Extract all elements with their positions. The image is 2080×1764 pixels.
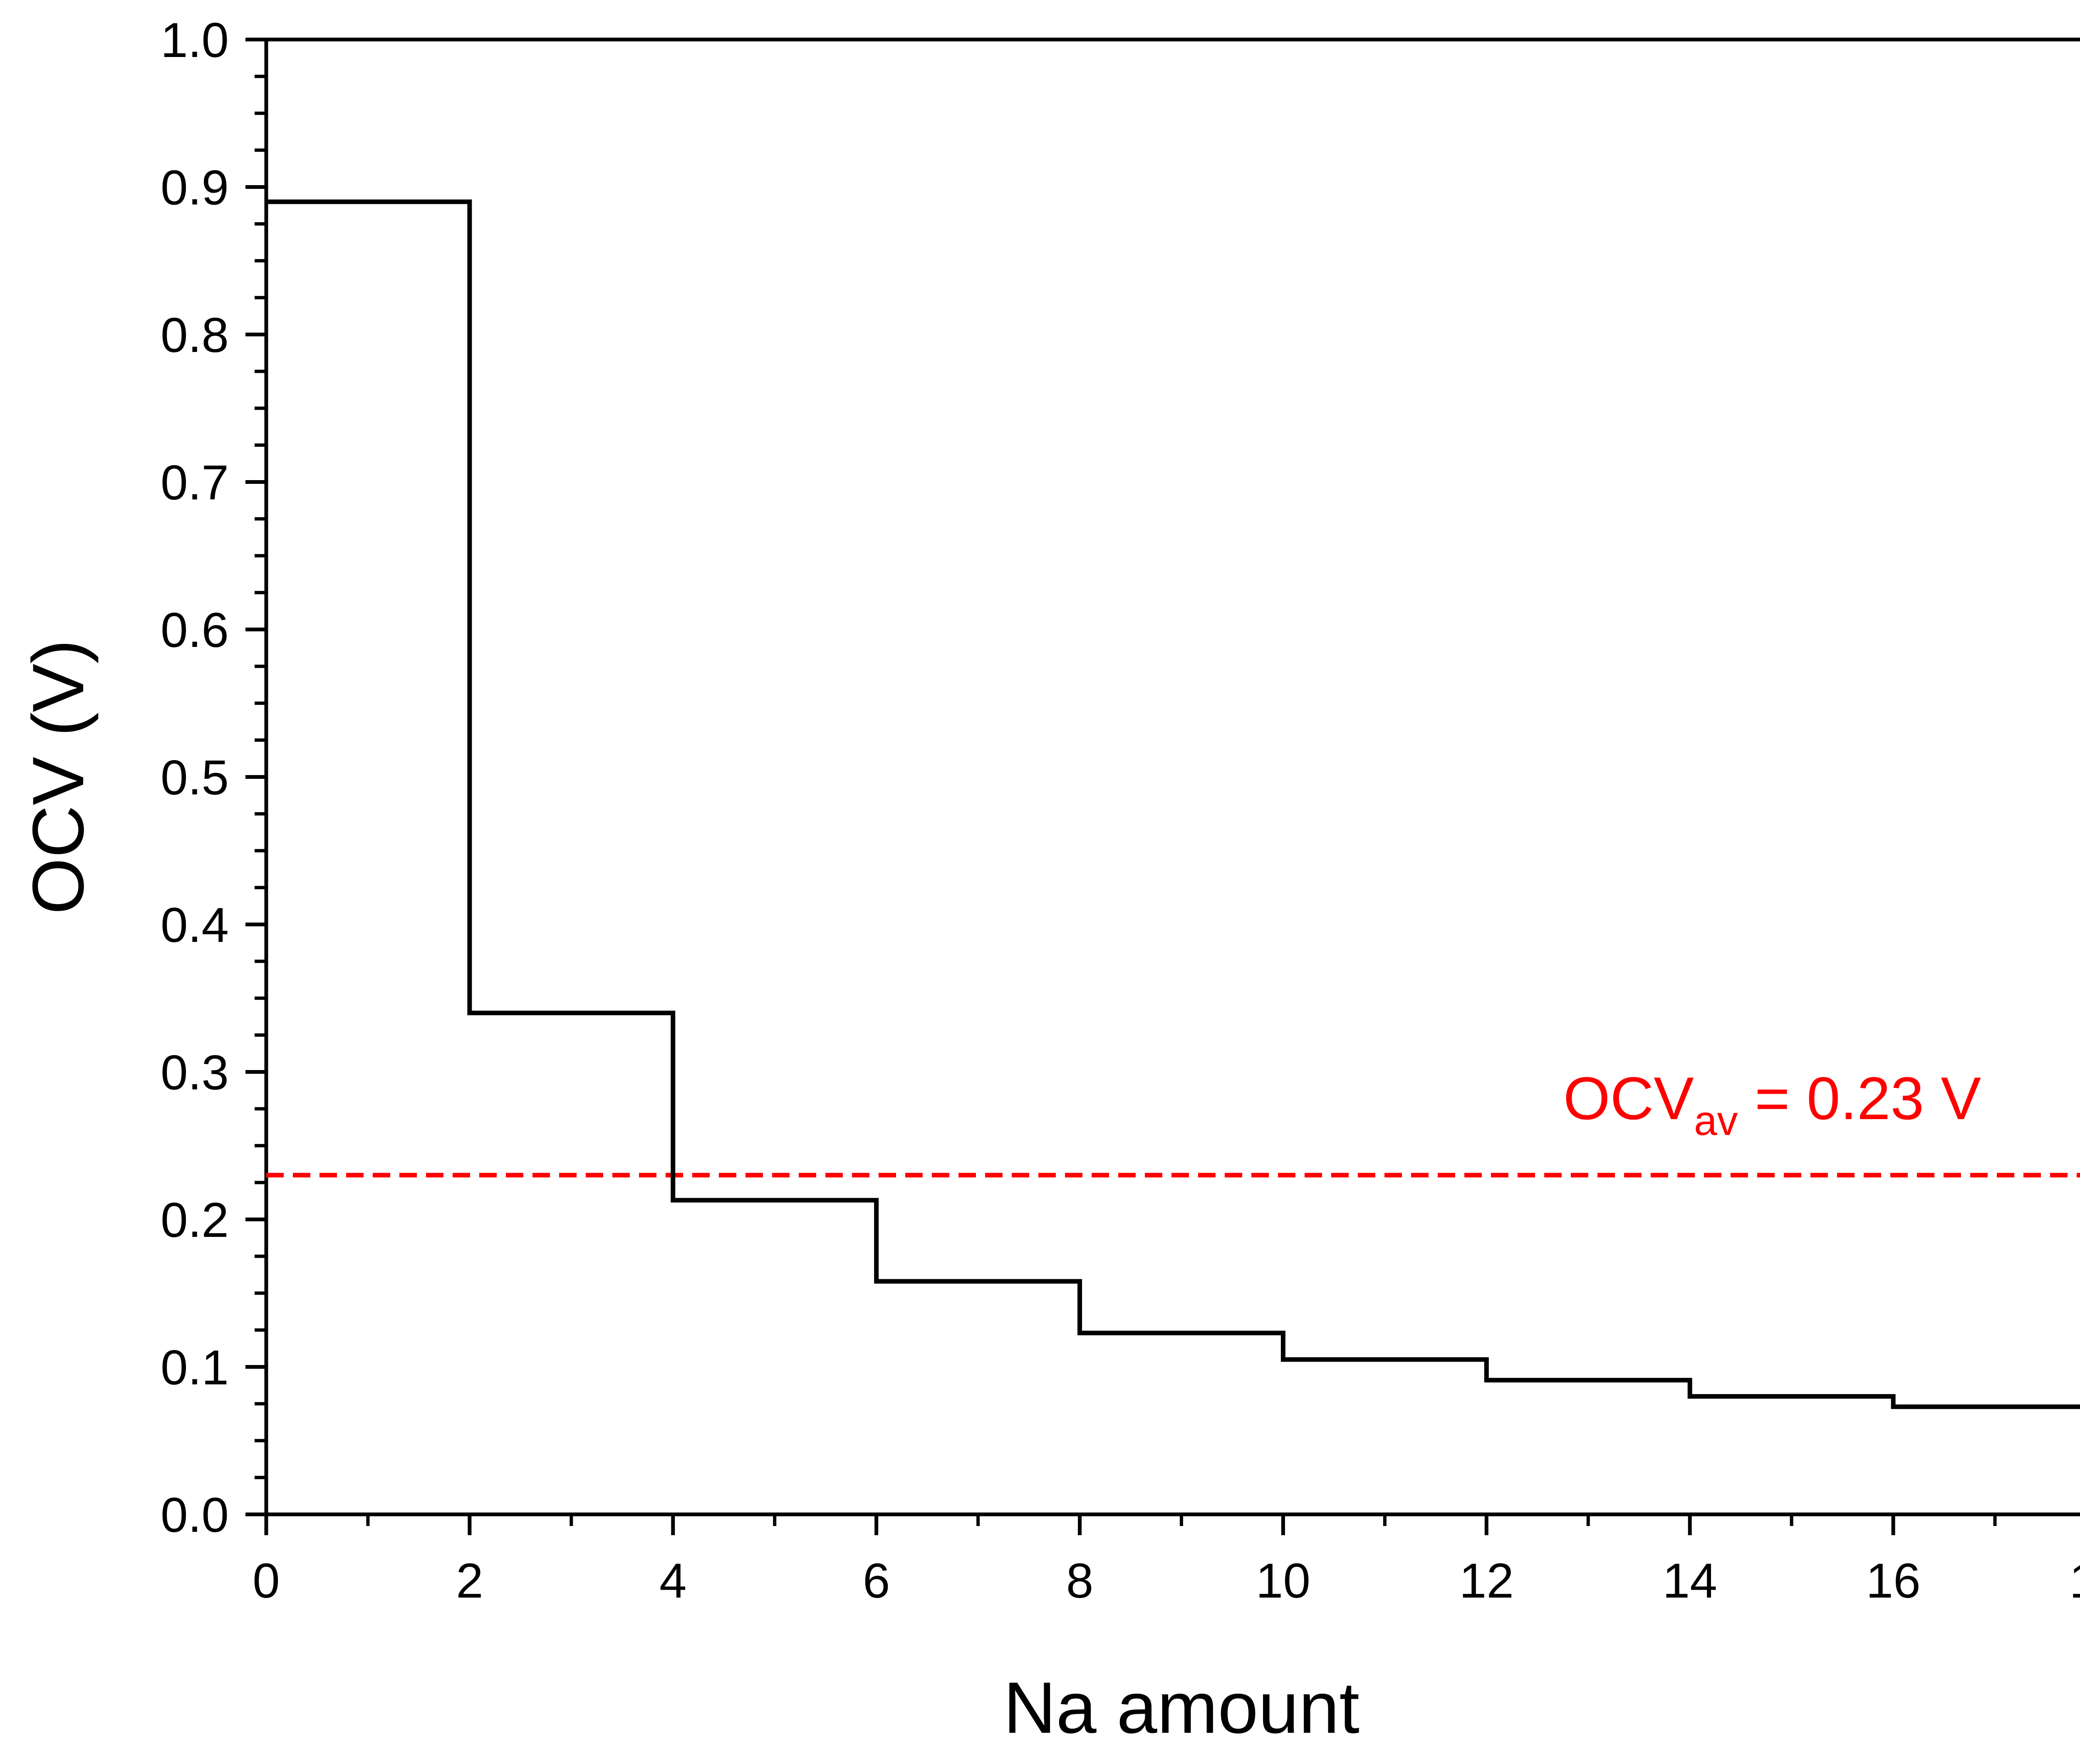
annotation-subscript: av (1694, 1098, 1738, 1144)
y-tick-label: 0.0 (161, 1488, 229, 1543)
y-tick-label: 0.8 (161, 308, 229, 363)
plot-frame (264, 37, 2080, 1516)
y-tick-label: 0.5 (161, 751, 229, 805)
y-tick-label: 0.9 (161, 161, 229, 216)
y-tick-label: 0.7 (161, 456, 229, 510)
y-tick-label: 0.6 (161, 603, 229, 658)
y-tick-label: 0.2 (161, 1193, 229, 1248)
x-tick-label: 14 (1663, 1553, 1717, 1608)
y-tick-label: 1.0 (161, 13, 229, 68)
ocv-step-line (266, 199, 2080, 1409)
x-tick-label: 16 (1866, 1553, 1920, 1608)
annotation-main: OCV (1563, 1065, 1694, 1132)
tick-labels: 0 2 4 6 8 10 12 14 16 18 0.0 0.1 0.2 0.3 0.4 0.5 0.6 0.7 0… (161, 13, 2080, 1608)
y-tick-label: 0.4 (161, 898, 229, 953)
average-ocv-annotation: OCVav = 0.23 V (1563, 1065, 1981, 1144)
x-tick-label: 18 (2069, 1553, 2080, 1608)
x-tick-label: 6 (863, 1553, 890, 1608)
annotation-suffix: = 0.23 V (1738, 1065, 1981, 1132)
y-axis-title: OCV (V) (18, 639, 99, 914)
x-tick-label: 4 (659, 1553, 687, 1608)
minor-ticks (255, 74, 1997, 1526)
major-ticks (245, 37, 1895, 1535)
x-tick-label: 12 (1459, 1553, 1514, 1608)
x-tick-label: 8 (1066, 1553, 1094, 1608)
x-tick-label: 10 (1256, 1553, 1310, 1608)
x-axis-title: Na amount (1003, 1667, 1359, 1749)
x-tick-label: 2 (456, 1553, 483, 1608)
x-tick-label: 0 (253, 1553, 280, 1608)
y-tick-label: 0.1 (161, 1340, 229, 1395)
y-tick-label: 0.3 (161, 1046, 229, 1100)
